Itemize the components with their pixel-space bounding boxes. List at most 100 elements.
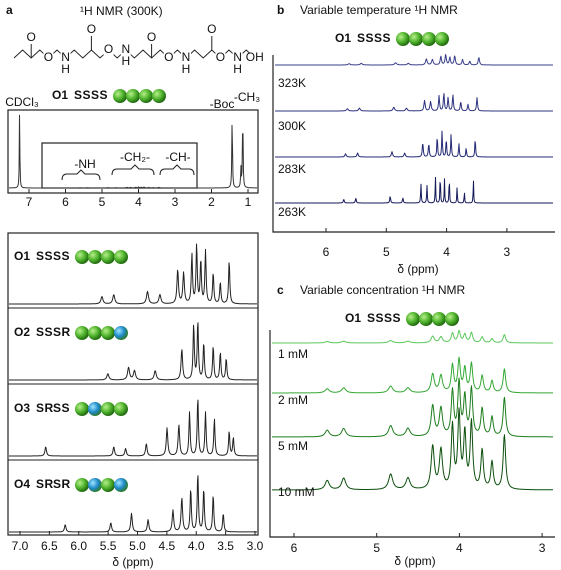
sequence-letter: S — [100, 88, 108, 102]
sequence-letter: S — [36, 325, 44, 339]
x-tick-label: 2 — [208, 195, 215, 209]
monomer-ball — [88, 402, 102, 416]
compound-name: O4 — [14, 477, 30, 491]
atom-label: O — [27, 30, 36, 44]
monomer-ball — [114, 326, 128, 340]
sequence-letter: S — [53, 249, 61, 263]
monomer-ball — [75, 478, 89, 492]
sequence-letter: S — [91, 88, 99, 102]
monomer-ball — [406, 312, 420, 326]
sequence-letter: S — [36, 249, 44, 263]
x-tick-label: 3 — [504, 245, 511, 259]
monomer-ball — [75, 402, 89, 416]
atom-label: O — [164, 50, 173, 64]
sequence-letter: R — [45, 401, 54, 415]
x-axis-label: δ (ppm) — [397, 262, 438, 276]
x-tick-label: 6 — [62, 195, 69, 209]
structure-bond — [13, 49, 256, 59]
x-tick-label: 5 — [99, 195, 106, 209]
compound-name: O1 — [14, 249, 30, 263]
sequence-letter: S — [374, 31, 382, 45]
x-tick-label: 7.0 — [12, 539, 29, 553]
panel-label: b — [277, 3, 284, 17]
compound-name: O1 — [345, 311, 361, 325]
compound-name: O1 — [52, 88, 68, 102]
panel-title: Variable concentration ¹H NMR — [300, 283, 466, 297]
atom-label: H — [61, 62, 70, 76]
x-tick-label: 7 — [26, 195, 33, 209]
panel-label: a — [6, 3, 13, 17]
atom-label: H — [182, 62, 191, 76]
monomer-ball — [152, 89, 166, 103]
peak-label: -Boc — [210, 97, 235, 111]
sequence-letter: R — [45, 477, 54, 491]
atom-label: N — [182, 50, 191, 64]
monomer-ball — [114, 402, 128, 416]
atom-bg — [60, 52, 71, 64]
atom-bg — [249, 52, 260, 64]
atom-bg — [86, 24, 97, 36]
monomer-ball — [101, 478, 115, 492]
spectrum — [272, 407, 553, 491]
atom-bg — [232, 64, 243, 76]
atom-bg — [181, 64, 191, 76]
monomer-ball — [432, 312, 446, 326]
atom-bg — [43, 52, 54, 64]
axis-c — [269, 330, 555, 538]
atom-label: O — [44, 50, 53, 64]
peak-label: -CH- — [165, 150, 190, 164]
x-tick-label: 3 — [539, 541, 546, 555]
atom-label: O — [207, 22, 216, 36]
x-tick-label: 4 — [456, 541, 463, 555]
monomer-ball — [114, 478, 128, 492]
sequence-letter: S — [62, 249, 70, 263]
x-tick-label: 4 — [135, 195, 142, 209]
sequence-letter: S — [53, 477, 61, 491]
atom-label: N — [61, 50, 70, 64]
monomer-ball — [139, 89, 153, 103]
atom-label: O — [147, 30, 156, 44]
spectrum — [9, 399, 257, 457]
spectrum — [9, 475, 257, 533]
trace-label: 2 mM — [278, 393, 308, 407]
monomer-ball — [75, 326, 89, 340]
atom-label: O — [104, 42, 113, 56]
monomer-ball — [114, 250, 128, 264]
bracket — [111, 164, 155, 176]
x-tick-label: 4.5 — [159, 539, 176, 553]
spectrum — [272, 329, 553, 344]
trace-label: 263K — [278, 205, 306, 219]
x-tick-label: 6 — [291, 541, 298, 555]
x-tick-label: 6 — [323, 245, 330, 259]
sequence-letter: S — [36, 477, 44, 491]
x-tick-label: 5.5 — [100, 539, 117, 553]
compound-name: O1 — [335, 31, 351, 45]
monomer-ball — [88, 478, 102, 492]
monomer-ball — [75, 250, 89, 264]
sequence-letter: S — [45, 325, 53, 339]
sequence-letter: S — [366, 31, 374, 45]
atom-bg — [60, 64, 71, 76]
atom-bg — [232, 52, 243, 64]
sequence-letter: S — [45, 249, 53, 263]
sequence-letter: S — [53, 401, 61, 415]
sequence-letter: S — [83, 88, 91, 102]
panel-title: Variable temperature ¹H NMR — [300, 3, 458, 17]
spectrum — [9, 322, 257, 381]
spectrum — [272, 356, 553, 394]
peak-label: -NH — [74, 157, 95, 171]
x-tick-label: 4.0 — [188, 539, 205, 553]
monomer-ball — [419, 312, 433, 326]
spectrum — [272, 377, 553, 438]
peak-label: -CH₂- — [120, 150, 150, 164]
atom-label: O — [87, 22, 96, 36]
trace-label: 10 mM — [278, 485, 315, 499]
trace-label: 1 mM — [278, 347, 308, 361]
monomer-ball — [422, 32, 436, 46]
x-tick-label: 3.5 — [217, 539, 234, 553]
trace-label: 323K — [278, 76, 306, 90]
spectrum — [9, 114, 257, 189]
panel-title: ¹H NMR (300K) — [80, 4, 163, 18]
x-tick-label: 5.0 — [129, 539, 146, 553]
